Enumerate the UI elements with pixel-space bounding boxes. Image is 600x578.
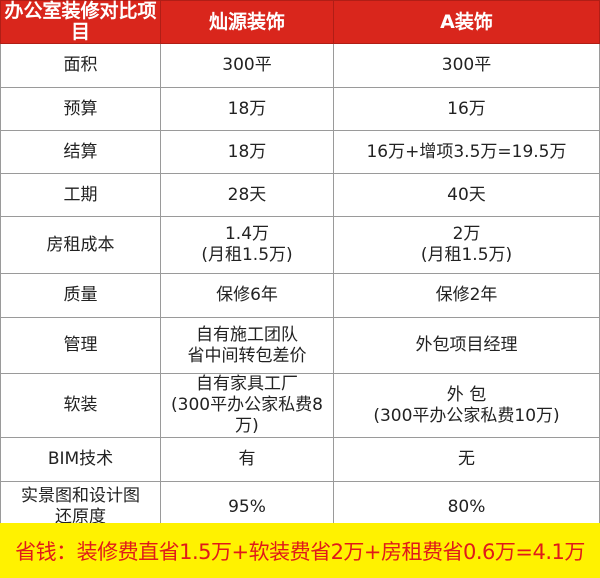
cell-line: 自有家具工厂 bbox=[196, 374, 298, 394]
cell-line: 28天 bbox=[227, 184, 267, 205]
cell-line: (300平办公家私费10万) bbox=[373, 405, 560, 426]
cell-line: 房租成本 bbox=[46, 234, 115, 255]
row-label: 结算 bbox=[0, 130, 161, 174]
savings-summary: 省钱：装修费直省1.5万+软装费省2万+房租费省0.6万=4.1万 bbox=[0, 523, 600, 578]
cell-line: 80% bbox=[447, 496, 486, 517]
a-company-value: 300平 bbox=[333, 43, 600, 88]
row-label: 面积 bbox=[0, 43, 161, 88]
cell-line: 无 bbox=[458, 449, 475, 469]
row-label: 房租成本 bbox=[0, 216, 161, 274]
cell-line: 还原度 bbox=[55, 507, 106, 527]
cell-line: 95% bbox=[228, 496, 266, 517]
cell-line: 外 包 bbox=[446, 384, 487, 405]
cell-line: (300平办公家私费8万) bbox=[171, 395, 323, 436]
cell-line: 面积 bbox=[63, 55, 98, 75]
cell-line: 工期 bbox=[63, 184, 98, 205]
cell-line: 预算 bbox=[63, 98, 98, 119]
a-company-value: 无 bbox=[333, 437, 600, 482]
cell-line: 40天 bbox=[447, 184, 486, 205]
row-label: BIM技术 bbox=[0, 437, 161, 482]
table-row: 软装 自有家具工厂 (300平办公家私费8万) 外 包 (300平办公家私费10万) bbox=[0, 373, 600, 438]
row-label: 软装 bbox=[0, 373, 161, 438]
table-row: 结算 18万 16万+增项3.5万=19.5万 bbox=[0, 130, 600, 174]
canyuan-value: 18万 bbox=[160, 87, 334, 131]
cell-line: 2万 bbox=[452, 224, 481, 244]
cell-line: 结算 bbox=[63, 141, 98, 162]
a-company-value: 16万 bbox=[333, 87, 600, 131]
table-row: 工期 28天 40天 bbox=[0, 173, 600, 217]
canyuan-value: 18万 bbox=[160, 130, 334, 174]
canyuan-value: 300平 bbox=[160, 43, 334, 88]
cell-line: 管理 bbox=[63, 335, 98, 355]
row-label: 工期 bbox=[0, 173, 161, 217]
header-a-company: A装饰 bbox=[333, 0, 600, 44]
cell-line: BIM技术 bbox=[47, 449, 114, 469]
cell-line: 18万 bbox=[227, 98, 267, 119]
canyuan-value: 28天 bbox=[160, 173, 334, 217]
table-row: 面积 300平 300平 bbox=[0, 43, 600, 88]
header-item: 办公室装修对比项目 bbox=[0, 0, 161, 44]
cell-line: 16万+增项3.5万=19.5万 bbox=[366, 141, 567, 162]
row-label: 质量 bbox=[0, 273, 161, 318]
cell-line: 300平 bbox=[222, 55, 272, 75]
canyuan-value: 自有家具工厂 (300平办公家私费8万) bbox=[160, 373, 334, 438]
header-row: 办公室装修对比项目 灿源装饰 A装饰 bbox=[0, 0, 600, 44]
cell-line: 自有施工团队 bbox=[196, 324, 298, 345]
a-company-value: 保修2年 bbox=[333, 273, 600, 318]
table-row: 预算 18万 16万 bbox=[0, 87, 600, 131]
row-label: 预算 bbox=[0, 87, 161, 131]
a-company-value: 外包项目经理 bbox=[333, 317, 600, 374]
canyuan-value: 有 bbox=[160, 437, 334, 482]
cell-line: 有 bbox=[238, 449, 256, 469]
cell-line: 外包项目经理 bbox=[415, 335, 518, 355]
table-row: 质量 保修6年 保修2年 bbox=[0, 273, 600, 318]
cell-line: 省中间转包差价 bbox=[187, 345, 307, 366]
header-canyuan: 灿源装饰 bbox=[160, 0, 334, 44]
table-row: BIM技术 有 无 bbox=[0, 437, 600, 482]
table-row: 管理 自有施工团队 省中间转包差价 外包项目经理 bbox=[0, 317, 600, 374]
table-row: 房租成本 1.4万 (月租1.5万) 2万 (月租1.5万) bbox=[0, 216, 600, 274]
cell-line: 300平 bbox=[441, 55, 492, 75]
cell-line: (月租1.5万) bbox=[420, 245, 513, 265]
cell-line: 保修2年 bbox=[435, 285, 498, 305]
a-company-value: 外 包 (300平办公家私费10万) bbox=[333, 373, 600, 438]
row-label: 管理 bbox=[0, 317, 161, 374]
canyuan-value: 1.4万 (月租1.5万) bbox=[160, 216, 334, 274]
canyuan-value: 保修6年 bbox=[160, 273, 334, 318]
cell-line: 1.4万 bbox=[224, 224, 270, 244]
cell-line: 软装 bbox=[63, 395, 98, 415]
comparison-table: 办公室装修对比项目 灿源装饰 A装饰 面积 300平 300平预算 18万 16万结算 1… bbox=[0, 0, 600, 533]
canyuan-value: 自有施工团队 省中间转包差价 bbox=[160, 317, 334, 374]
cell-line: 18万 bbox=[227, 141, 267, 162]
cell-line: 保修6年 bbox=[216, 285, 278, 305]
cell-line: (月租1.5万) bbox=[201, 245, 293, 265]
cell-line: 16万 bbox=[447, 98, 486, 119]
cell-line: 质量 bbox=[63, 285, 98, 305]
cell-line: 实景图和设计图 bbox=[21, 486, 140, 506]
a-company-value: 16万+增项3.5万=19.5万 bbox=[333, 130, 600, 174]
a-company-value: 2万 (月租1.5万) bbox=[333, 216, 600, 274]
a-company-value: 40天 bbox=[333, 173, 600, 217]
